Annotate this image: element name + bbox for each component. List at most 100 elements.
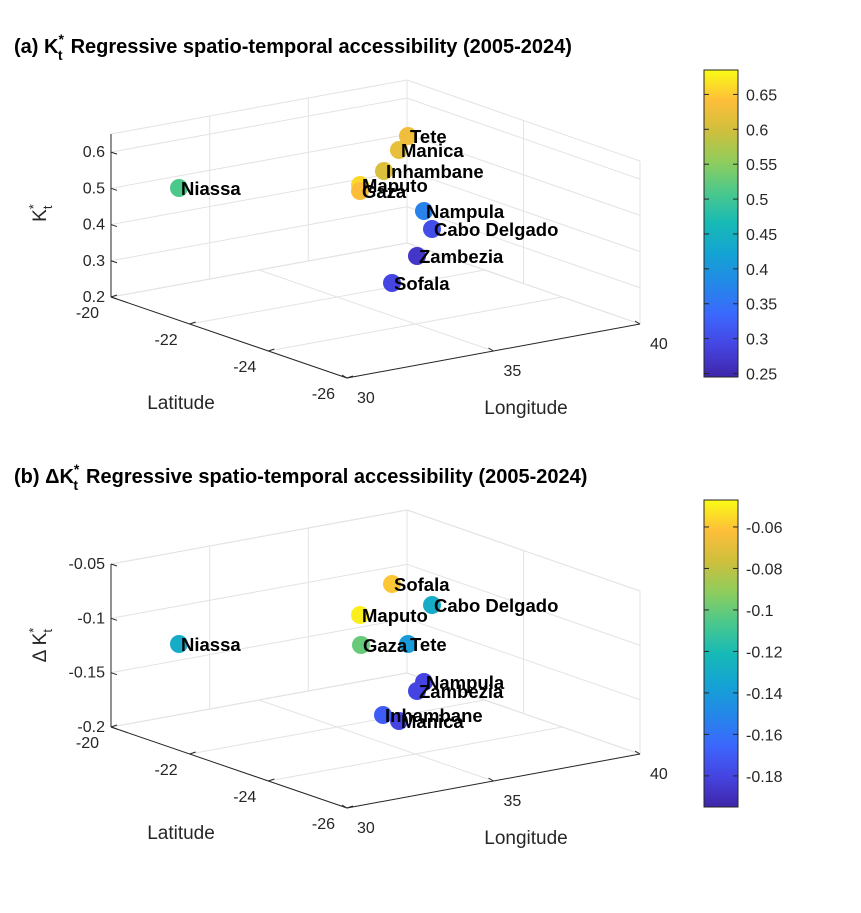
colorbar-tick-label: 0.45 xyxy=(746,227,777,244)
z-grid-line xyxy=(110,509,408,565)
latitude-tick-mark xyxy=(189,751,196,755)
floor-grid-line xyxy=(189,699,485,755)
colorbar-tick-label: -0.14 xyxy=(746,686,783,703)
data-point xyxy=(170,179,188,197)
colorbar-tick-label: -0.1 xyxy=(746,603,774,620)
data-point-label: Maputo xyxy=(362,605,428,626)
z-tick-label: 0.5 xyxy=(83,180,105,197)
latitude-tick-label: -20 xyxy=(76,735,99,752)
z-tick-mark xyxy=(110,563,118,567)
colorbar-tick-label: 0.55 xyxy=(746,157,777,174)
data-point-label: Manica xyxy=(401,711,464,732)
longitude-tick-label: 40 xyxy=(650,336,668,353)
longitude-tick-label: 30 xyxy=(357,820,375,837)
colorbar-tick-label: 0.6 xyxy=(746,122,768,139)
data-point-label: Niassa xyxy=(181,178,241,199)
latitude-tick-mark xyxy=(110,724,118,728)
z-axis-label: Δ K*t xyxy=(26,628,55,663)
latitude-tick-mark xyxy=(189,321,196,325)
colorbar-tick-label: 0.3 xyxy=(746,332,768,349)
data-point xyxy=(399,127,417,145)
floor-grid-line xyxy=(258,699,494,782)
z-tick-label: 0.6 xyxy=(83,144,105,161)
data-point-label: Sofala xyxy=(394,574,450,595)
latitude-tick-mark xyxy=(346,375,354,379)
longitude-tick-label: 35 xyxy=(504,793,522,810)
z-tick-mark xyxy=(110,260,118,264)
chart-panel-b: -0.2 -0.15 -0.1 -0.05 -20 -22 -24 -26 30 35 40 Lati… xyxy=(14,461,783,849)
z-grid-line xyxy=(110,672,408,728)
colorbar-tick-label: 0.25 xyxy=(746,367,777,384)
latitude-tick-label: -24 xyxy=(233,789,256,806)
z-grid-line xyxy=(406,563,641,646)
longitude-tick-mark xyxy=(634,320,641,325)
data-point-label: Tete xyxy=(410,634,447,655)
data-point xyxy=(423,220,441,238)
data-point xyxy=(408,682,426,700)
data-point-label: Sofala xyxy=(394,273,450,294)
longitude-tick-label: 30 xyxy=(357,390,375,407)
z-grid-line xyxy=(406,97,641,180)
z-grid-line xyxy=(406,206,641,289)
data-point xyxy=(383,575,401,593)
z-grid-line xyxy=(110,97,408,153)
latitude-tick-mark xyxy=(110,294,118,298)
latitude-tick-label: -24 xyxy=(233,359,256,376)
z-grid-line xyxy=(406,672,641,755)
data-point-label: Inhambane xyxy=(385,705,483,726)
data-point xyxy=(390,712,408,730)
z-tick-label: -0.1 xyxy=(77,610,105,627)
longitude-axis-label: Longitude xyxy=(484,398,567,419)
data-point xyxy=(423,596,441,614)
z-grid-line xyxy=(110,563,408,619)
longitude-tick-label: 40 xyxy=(650,766,668,783)
colorbar-tick-label: -0.06 xyxy=(746,520,783,537)
box-edge xyxy=(110,79,408,135)
z-tick-label: -0.15 xyxy=(69,665,106,682)
data-point-label: Nampula xyxy=(426,201,505,222)
floor-grid-line xyxy=(189,269,485,325)
floor-grid-line xyxy=(268,726,563,782)
z-tick-mark xyxy=(110,224,118,228)
colorbar-tick-label: -0.08 xyxy=(746,561,783,578)
latitude-axis-label: Latitude xyxy=(147,393,215,414)
z-grid-line xyxy=(110,133,408,189)
longitude-tick-mark xyxy=(341,374,348,379)
data-point-label: Zambezia xyxy=(419,681,504,702)
colorbar xyxy=(703,69,739,378)
z-grid-line xyxy=(110,618,408,674)
box-edge xyxy=(406,79,641,162)
data-point xyxy=(170,635,188,653)
z-axis-label: K*t xyxy=(26,204,55,222)
data-point-label: Cabo Delgado xyxy=(434,595,558,616)
data-point-label: Gaza xyxy=(363,635,408,656)
data-point xyxy=(415,202,433,220)
latitude-tick-label: -22 xyxy=(155,762,178,779)
z-tick-label: 0.2 xyxy=(83,289,105,306)
colorbar-tick-label: -0.16 xyxy=(746,727,783,744)
colorbar-tick-label: 0.4 xyxy=(746,262,768,279)
data-point-label: Zambezia xyxy=(419,246,504,267)
data-point-label: Cabo Delgado xyxy=(434,219,558,240)
chart-title: (a) K* t Regressive spatio-temporal access… xyxy=(14,31,572,63)
latitude-axis-line xyxy=(110,296,348,379)
data-point xyxy=(399,635,417,653)
z-tick-mark xyxy=(110,617,118,621)
data-point-label: Inhambane xyxy=(386,161,484,182)
longitude-tick-mark xyxy=(634,750,641,755)
floor-grid-line xyxy=(258,269,494,352)
z-grid-line xyxy=(406,170,641,253)
z-tick-mark xyxy=(110,187,118,191)
longitude-tick-label: 35 xyxy=(504,363,522,380)
data-point xyxy=(390,141,408,159)
z-grid-line xyxy=(406,509,641,592)
data-point-label: Gaza xyxy=(362,181,407,202)
latitude-tick-label: -26 xyxy=(312,386,335,403)
longitude-axis-label: Longitude xyxy=(484,828,567,849)
z-tick-label: 0.3 xyxy=(83,253,105,270)
colorbar xyxy=(703,499,739,808)
colorbar-tick-label: 0.5 xyxy=(746,192,768,209)
z-tick-mark xyxy=(110,151,118,155)
latitude-axis-label: Latitude xyxy=(147,823,215,844)
data-point xyxy=(351,182,369,200)
